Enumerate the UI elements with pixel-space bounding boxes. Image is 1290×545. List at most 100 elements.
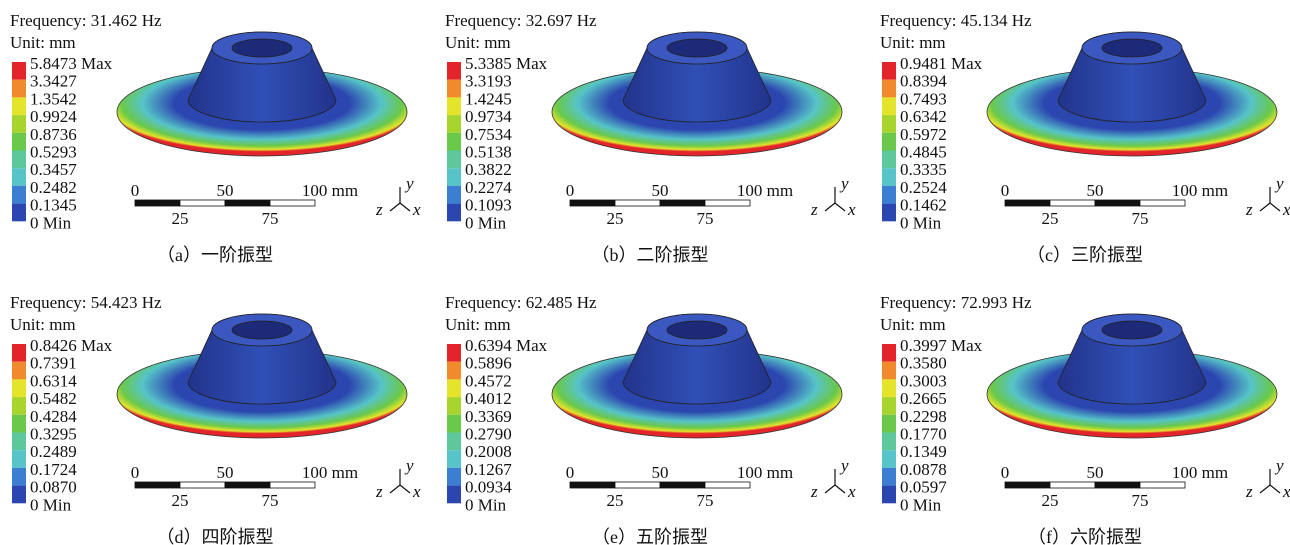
axis-label: y (1274, 456, 1284, 475)
scale-segment (1049, 481, 1096, 489)
scale-label: 50 (1087, 463, 1104, 482)
scale-segment (1094, 199, 1141, 207)
scale-segment (1139, 481, 1186, 489)
legend-swatch (447, 344, 461, 362)
legend-swatch (882, 397, 896, 415)
axis-label: y (839, 456, 849, 475)
scale-label: 0 (1001, 181, 1010, 200)
frequency: Frequency: 54.423 Hz (10, 293, 162, 312)
hole (231, 320, 293, 340)
axis-arrow (824, 202, 836, 212)
legend-label: 0.1345 (30, 196, 77, 215)
hole (666, 38, 728, 58)
scale-label: 0 (566, 181, 575, 200)
legend-label: 3.3193 (465, 72, 512, 91)
axis-arrow (834, 202, 846, 212)
legend-swatch (447, 485, 461, 504)
scale-label: 75 (697, 491, 714, 510)
scale-segment (134, 481, 181, 489)
axis-label: z (810, 482, 818, 501)
scale-segment (179, 481, 226, 489)
axis-arrow (824, 484, 836, 494)
scale-label: 25 (1042, 209, 1059, 228)
legend-label: 0.5293 (30, 143, 77, 162)
axis-label: y (404, 174, 414, 193)
unit: Unit: mm (880, 315, 946, 334)
mode-panel: Frequency: 32.697 Hz Unit: mm 5.3385 Max3.… (445, 11, 856, 265)
legend-swatch (12, 397, 26, 415)
legend-swatch (12, 344, 26, 362)
axis-arrow (389, 202, 401, 212)
caption: （a）一阶振型 (157, 245, 273, 265)
legend-swatch (447, 115, 461, 133)
caption: （b）二阶振型 (592, 245, 709, 265)
unit: Unit: mm (445, 315, 511, 334)
axis-label: x (1282, 200, 1290, 219)
legend-label: 0.9924 (30, 107, 77, 126)
legend-swatch (882, 168, 896, 186)
legend-label: 0.1770 (900, 425, 947, 444)
scale-label: 75 (1132, 491, 1149, 510)
legend-label: 0.8736 (30, 125, 77, 144)
scale-segment (704, 481, 751, 489)
legend-label: 0.3295 (30, 425, 77, 444)
legend-label: 0.7493 (900, 89, 947, 108)
legend-swatch (12, 450, 26, 468)
frequency: Frequency: 32.697 Hz (445, 11, 597, 30)
legend-label: 0.8394 (900, 72, 947, 91)
scale-label: 25 (607, 209, 624, 228)
scale-label: 25 (172, 491, 189, 510)
legend-label: 0.3003 (900, 371, 947, 390)
scale-label: 0 (131, 463, 140, 482)
legend-label: 5.8473 Max (30, 54, 113, 73)
hole (1101, 38, 1163, 58)
frequency: Frequency: 72.993 Hz (880, 293, 1032, 312)
legend-swatch (12, 185, 26, 204)
legend-swatch (447, 132, 461, 151)
scale-segment (1004, 481, 1051, 489)
legend-swatch (447, 467, 461, 486)
legend-label: 1.4245 (465, 89, 512, 108)
axis-label: z (375, 200, 383, 219)
legend-label: 0.8426 Max (30, 336, 113, 355)
scale-segment (224, 199, 271, 207)
axis-label: x (847, 200, 856, 219)
caption: （f）六阶振型 (1028, 527, 1142, 545)
legend-label: 0.3335 (900, 160, 947, 179)
scale-segment (1139, 199, 1186, 207)
legend-swatch (447, 203, 461, 222)
legend-label: 0.6394 Max (465, 336, 548, 355)
legend-swatch (882, 150, 896, 169)
scale-label: 0 (131, 181, 140, 200)
axis-arrow (1259, 484, 1271, 494)
legend-swatch (882, 115, 896, 133)
scale-label: 25 (172, 209, 189, 228)
legend-swatch (882, 62, 896, 80)
legend-swatch (447, 97, 461, 116)
legend-label: 3.3427 (30, 72, 77, 91)
scale-label: 100 mm (1172, 181, 1228, 200)
unit: Unit: mm (445, 33, 511, 52)
legend-label: 0.5972 (900, 125, 947, 144)
axis-arrow (399, 484, 411, 494)
legend-swatch (882, 185, 896, 204)
legend-label: 0.0870 (30, 478, 77, 497)
legend-label: 0.2298 (900, 407, 947, 426)
legend-label: 0.3822 (465, 160, 512, 179)
legend-label: 0.4284 (30, 407, 77, 426)
legend-label: 0.5482 (30, 389, 77, 408)
scale-segment (134, 199, 181, 207)
legend-label: 0 Min (900, 495, 942, 514)
legend-label: 0.2482 (30, 178, 77, 197)
legend-label: 0.1724 (30, 460, 77, 479)
legend-label: 0.6314 (30, 371, 77, 390)
legend-label: 0.1267 (465, 460, 512, 479)
legend-swatch (447, 361, 461, 380)
legend-swatch (12, 432, 26, 451)
legend-swatch (12, 79, 26, 98)
legend-label: 0.3997 Max (900, 336, 983, 355)
legend-swatch (882, 379, 896, 398)
legend-label: 0.3580 (900, 354, 947, 373)
axis-label: x (847, 482, 856, 501)
